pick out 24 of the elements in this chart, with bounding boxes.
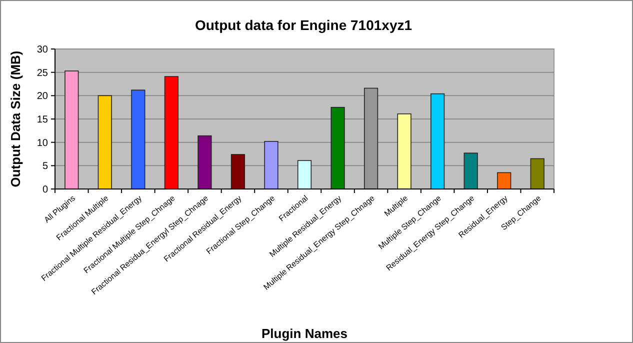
bar [530,158,544,190]
bar [430,93,445,190]
bar [397,113,412,190]
y-tick-label: 5 [42,161,48,172]
y-tick-label: 30 [36,44,48,56]
bar [198,135,212,190]
y-axis-title: Output Data Size (MB) [8,50,23,188]
x-axis-title: Plugin Names [262,326,348,341]
y-tick-label: 20 [36,91,48,102]
y-tick-label: 10 [36,138,48,149]
bar [230,154,246,190]
bar [264,141,278,190]
chart-title: Output data for Engine 7101xyz1 [194,17,412,33]
bar [497,172,512,190]
bar [98,95,112,190]
y-tick-label: 0 [42,184,48,196]
bar [464,152,478,190]
bar [330,106,345,190]
y-tick-label: 15 [36,114,48,126]
bar [164,76,178,190]
bar [297,160,312,190]
bar [131,90,146,190]
bar [64,70,79,190]
y-tick-label: 25 [36,68,48,79]
